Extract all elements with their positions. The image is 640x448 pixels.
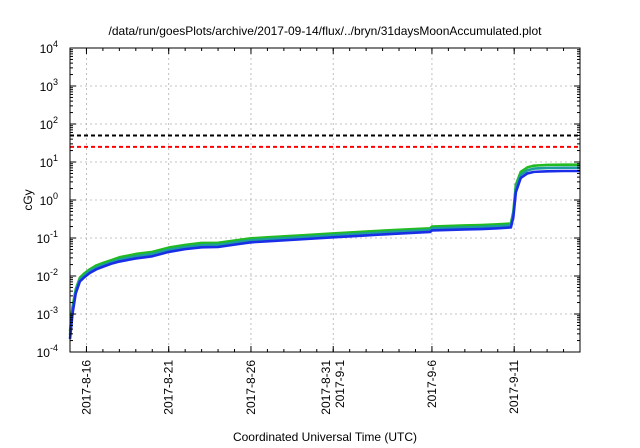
y-tick-base: 10: [40, 42, 54, 56]
x-tick-label: 2017-9-11: [507, 360, 521, 414]
y-tick-base: 10: [37, 308, 51, 322]
y-tick-label: 103: [40, 77, 58, 94]
series-line: [70, 168, 580, 335]
grid: [70, 48, 580, 352]
y-tick-label: 102: [40, 115, 58, 132]
y-tick-exponent: 3: [53, 77, 58, 87]
x-tick-label: 2017-8-26: [244, 360, 258, 415]
y-tick-label: 100: [40, 191, 58, 208]
y-tick-exponent: 0: [53, 191, 58, 201]
y-tick-exponent: 4: [53, 39, 58, 49]
y-tick-base: 10: [40, 118, 54, 132]
y-tick-exponent: 2: [53, 115, 58, 125]
y-tick-label: 10-2: [37, 267, 58, 284]
y-tick-exponent: -2: [50, 267, 58, 277]
series-group: [70, 165, 580, 339]
y-tick-exponent: -1: [50, 229, 58, 239]
y-tick-label: 10-1: [37, 229, 58, 246]
y-tick-base: 10: [37, 346, 51, 360]
x-tick-label: 2017-9-1: [333, 360, 347, 408]
y-tick-base: 10: [40, 194, 54, 208]
y-axis-label: cGy: [21, 189, 35, 210]
y-tick-label: 101: [40, 153, 58, 170]
chart-title: /data/run/goesPlots/archive/2017-09-14/f…: [109, 24, 543, 38]
x-tick-label: 2017-8-16: [79, 360, 93, 415]
y-tick-exponent: -3: [50, 305, 58, 315]
y-tick-label: 10-3: [37, 305, 58, 322]
x-tick-label: 2017-9-6: [425, 360, 439, 408]
y-tick-base: 10: [40, 156, 54, 170]
x-tick-label: 2017-8-21: [162, 360, 176, 415]
y-tick-base: 10: [37, 232, 51, 246]
x-tick-labels: 2017-8-16 2017-8-21 2017-8-26 2017-8-31 2017…: [79, 360, 521, 415]
x-axis-label: Coordinated Universal Time (UTC): [233, 430, 417, 444]
series-line: [70, 165, 580, 332]
reference-lines: [70, 135, 580, 146]
y-tick-base: 10: [37, 270, 51, 284]
y-tick-exponent: -4: [50, 343, 58, 353]
y-tick-exponent: 1: [53, 153, 58, 163]
x-tick-label: 2017-8-31: [319, 360, 333, 415]
y-tick-label: 104: [40, 39, 58, 56]
y-tick-label: 10-4: [37, 343, 58, 360]
y-tick-base: 10: [40, 80, 54, 94]
